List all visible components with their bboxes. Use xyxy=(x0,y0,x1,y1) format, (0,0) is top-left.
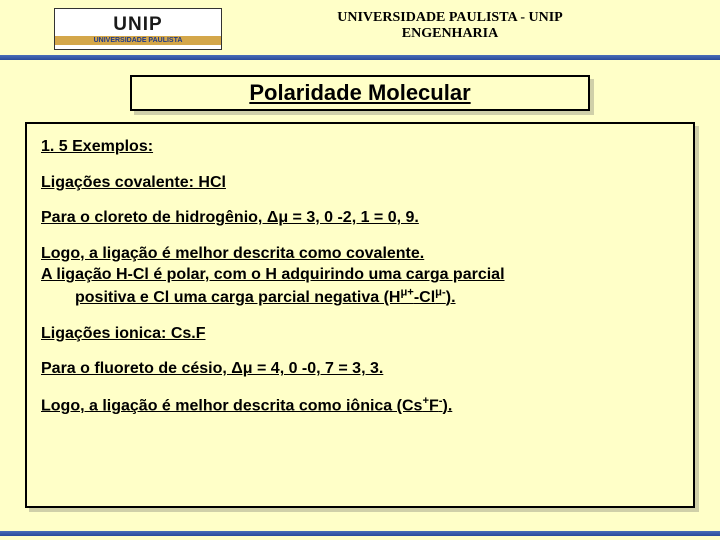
para-csf-desc: Logo, a ligação é melhor descrita como i… xyxy=(41,394,679,417)
p2-line1: Logo, a ligação é melhor descrita como c… xyxy=(41,245,424,262)
bottom-divider xyxy=(0,531,720,536)
header: UNIP UNIVERSIDADE PAULISTA UNIVERSIDADE … xyxy=(0,0,720,60)
uni-line1: UNIVERSIDADE PAULISTA - UNIP xyxy=(300,10,600,26)
para-hcl-calc: Para o cloreto de hidrogênio, Δμ = 3, 0 … xyxy=(41,207,679,229)
logo-text-top: UNIP xyxy=(113,14,162,36)
title-box: Polaridade Molecular xyxy=(130,75,590,111)
p2-line3: positiva e Cl uma carga parcial negativa… xyxy=(41,289,456,306)
subheading-covalent: Ligações covalente: HCl xyxy=(41,172,679,194)
subheading-ionic: Ligações ionica: Cs.F xyxy=(41,323,679,345)
logo: UNIP UNIVERSIDADE PAULISTA xyxy=(54,8,222,50)
para-hcl-desc: Logo, a ligação é melhor descrita como c… xyxy=(41,243,679,309)
para-csf-calc: Para o fluoreto de césio, Δμ = 4, 0 -0, … xyxy=(41,358,679,380)
logo-text-bottom: UNIVERSIDADE PAULISTA xyxy=(55,36,221,45)
university-text: UNIVERSIDADE PAULISTA - UNIP ENGENHARIA xyxy=(300,10,600,42)
section-heading: 1. 5 Exemplos: xyxy=(41,136,679,158)
page-title: Polaridade Molecular xyxy=(249,80,470,106)
content-box: 1. 5 Exemplos: Ligações covalente: HCl P… xyxy=(25,122,695,508)
top-divider xyxy=(0,55,720,60)
uni-line2: ENGENHARIA xyxy=(300,26,600,42)
p2-line2: A ligação H-Cl é polar, com o H adquirin… xyxy=(41,266,505,283)
